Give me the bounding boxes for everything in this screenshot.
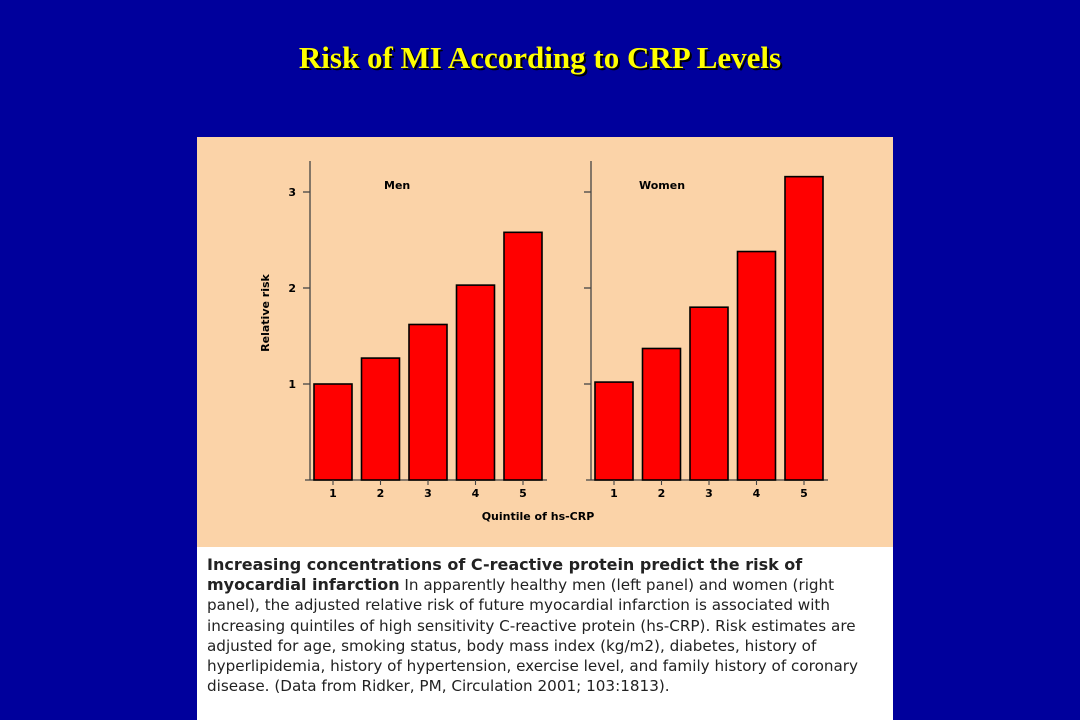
y-tick-label: 1 [288, 378, 296, 391]
bar [360, 357, 401, 481]
relative-risk-bar-charts: 1 2 3 Men 1 2 3 4 5 Relative risk Women 1 2 3 4 5 Quinti… [259, 161, 828, 523]
chart-panel-men: 1 2 3 Men 1 2 3 4 5 Relative risk [259, 161, 547, 500]
x-tick-label: 1 [610, 487, 618, 500]
caption-lead: Increasing concentrations of C-reactive … [207, 555, 803, 595]
bar [408, 323, 448, 481]
y-tick-label: 2 [288, 282, 296, 295]
x-tick-label: 4 [472, 487, 480, 500]
bar [313, 383, 353, 481]
panel-title: Women [639, 179, 685, 192]
x-axis-label: Quintile of hs-CRP [482, 510, 595, 523]
x-tick-label: 2 [377, 487, 385, 500]
y-tick-label: 3 [288, 186, 296, 199]
bar [641, 347, 682, 481]
x-tick-label: 4 [753, 487, 761, 500]
x-tick-label: 5 [800, 487, 808, 500]
x-tick-label: 5 [519, 487, 527, 500]
bar [594, 381, 634, 481]
bar [784, 175, 824, 481]
panel-title: Men [384, 179, 410, 192]
y-axis-label: Relative risk [259, 273, 272, 351]
chart-panel-women: Women 1 2 3 4 5 [584, 161, 828, 500]
x-tick-label: 2 [658, 487, 666, 500]
slide-title: Risk of MI According to CRP Levels [298, 40, 782, 75]
bar [455, 284, 496, 481]
x-tick-label: 3 [424, 487, 432, 500]
figure-caption: Increasing concentrations of C-reactive … [197, 547, 893, 720]
figure-panel: 1 2 3 Men 1 2 3 4 5 Relative risk Women 1 2 3 4 5 Quinti… [197, 137, 893, 547]
bar [736, 250, 777, 481]
bar [503, 231, 543, 481]
caption-body: In apparently healthy men (left panel) a… [207, 576, 859, 696]
x-tick-label: 3 [705, 487, 713, 500]
x-tick-label: 1 [329, 487, 337, 500]
bar [689, 306, 729, 481]
